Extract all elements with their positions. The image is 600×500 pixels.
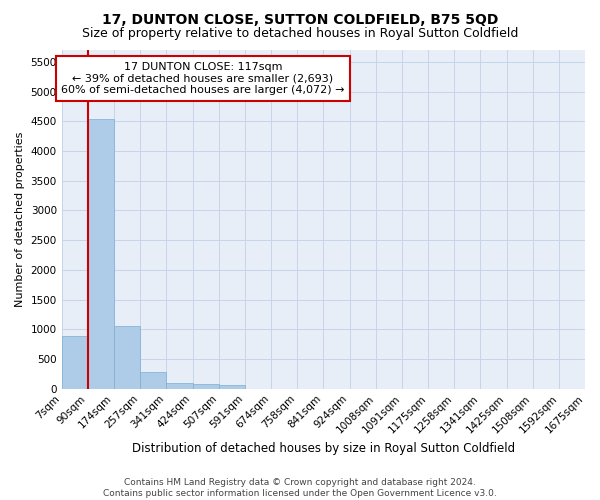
- Bar: [140, 372, 166, 388]
- Bar: [62, 336, 88, 388]
- Bar: [114, 326, 140, 388]
- Bar: [193, 384, 218, 388]
- Text: Size of property relative to detached houses in Royal Sutton Coldfield: Size of property relative to detached ho…: [82, 28, 518, 40]
- Text: Contains HM Land Registry data © Crown copyright and database right 2024.
Contai: Contains HM Land Registry data © Crown c…: [103, 478, 497, 498]
- Text: 17 DUNTON CLOSE: 117sqm
← 39% of detached houses are smaller (2,693)
60% of semi: 17 DUNTON CLOSE: 117sqm ← 39% of detache…: [61, 62, 345, 95]
- X-axis label: Distribution of detached houses by size in Royal Sutton Coldfield: Distribution of detached houses by size …: [132, 442, 515, 455]
- Bar: [88, 119, 114, 388]
- Bar: [218, 386, 245, 388]
- Text: 17, DUNTON CLOSE, SUTTON COLDFIELD, B75 5QD: 17, DUNTON CLOSE, SUTTON COLDFIELD, B75 …: [102, 12, 498, 26]
- Bar: [166, 383, 193, 388]
- Y-axis label: Number of detached properties: Number of detached properties: [15, 132, 25, 307]
